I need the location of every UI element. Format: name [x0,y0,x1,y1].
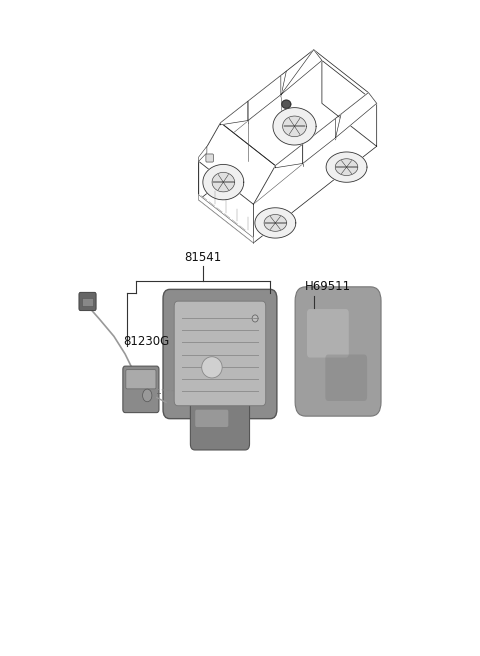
FancyBboxPatch shape [126,370,156,389]
Polygon shape [283,116,306,136]
Ellipse shape [202,357,222,378]
FancyBboxPatch shape [174,301,266,405]
Polygon shape [212,173,235,192]
Polygon shape [248,75,281,121]
Polygon shape [322,60,377,146]
Polygon shape [336,92,377,138]
FancyBboxPatch shape [195,410,228,427]
Text: H69511: H69511 [304,280,350,293]
Polygon shape [255,208,296,238]
Polygon shape [336,159,358,175]
FancyBboxPatch shape [206,154,213,162]
FancyBboxPatch shape [325,354,367,401]
Text: 81541: 81541 [185,251,222,264]
FancyBboxPatch shape [82,298,93,306]
Polygon shape [276,144,303,168]
Polygon shape [199,65,322,200]
Polygon shape [326,152,367,182]
FancyBboxPatch shape [163,289,277,419]
Polygon shape [303,118,336,163]
FancyBboxPatch shape [79,293,96,310]
Polygon shape [282,100,291,108]
Polygon shape [199,146,207,161]
Polygon shape [199,195,253,243]
Polygon shape [203,165,244,200]
Polygon shape [273,108,316,145]
FancyBboxPatch shape [307,309,349,358]
Polygon shape [199,123,276,204]
Polygon shape [281,50,322,94]
Polygon shape [199,161,253,243]
FancyBboxPatch shape [123,366,159,413]
Text: 81230G: 81230G [123,335,169,348]
FancyBboxPatch shape [295,287,381,416]
Ellipse shape [252,315,258,322]
Ellipse shape [143,389,152,401]
Polygon shape [221,50,369,165]
Polygon shape [199,104,377,243]
Polygon shape [221,101,248,125]
FancyBboxPatch shape [191,400,250,450]
Polygon shape [264,215,287,232]
